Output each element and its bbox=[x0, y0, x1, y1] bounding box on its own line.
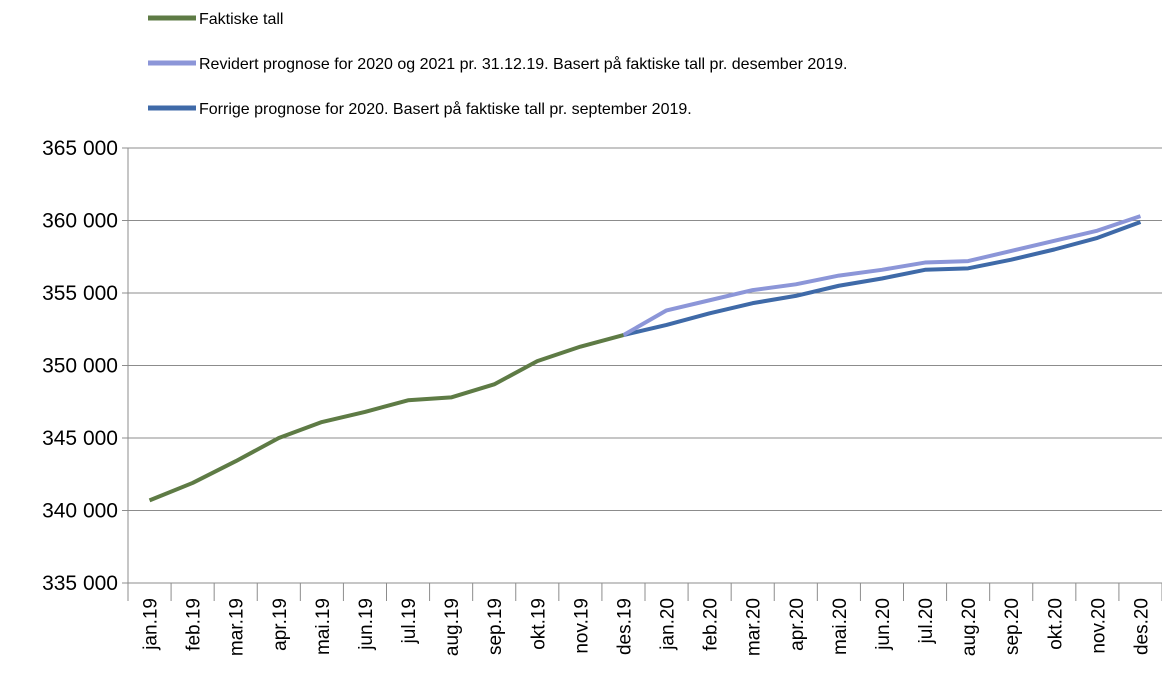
series-line bbox=[148, 333, 624, 503]
legend-label: Faktiske tall bbox=[199, 11, 283, 28]
x-tick-label: nov.19 bbox=[571, 598, 592, 654]
y-tick-label: 340 000 bbox=[42, 500, 118, 523]
y-tick-label: 360 000 bbox=[42, 210, 118, 233]
x-tick-label: okt.20 bbox=[1045, 598, 1066, 650]
legend-label: Revidert prognose for 2020 og 2021 pr. 3… bbox=[199, 55, 847, 73]
x-tick-label: des.20 bbox=[1131, 598, 1152, 655]
x-tick-label: jul.20 bbox=[916, 598, 937, 644]
x-tick-label: aug.19 bbox=[442, 598, 463, 656]
y-tick-label: 355 000 bbox=[42, 282, 118, 305]
y-tick-label: 365 000 bbox=[42, 137, 118, 160]
x-tick-label: jan.20 bbox=[658, 598, 679, 651]
x-tick-label: apr.19 bbox=[270, 598, 291, 651]
x-tick-label: mai.19 bbox=[313, 598, 334, 655]
series-line bbox=[622, 220, 1142, 337]
x-tick-label: apr.20 bbox=[787, 598, 808, 651]
x-tick-label: mar.19 bbox=[227, 598, 248, 656]
x-tick-label: mar.20 bbox=[744, 598, 765, 656]
x-tick-label: jan.19 bbox=[141, 598, 162, 651]
y-tick-label: 350 000 bbox=[42, 355, 118, 378]
y-tick-label: 345 000 bbox=[42, 427, 118, 450]
y-tick-label: 335 000 bbox=[42, 572, 118, 595]
series-line bbox=[622, 214, 1142, 337]
legend-label: Forrige prognose for 2020. Basert på fak… bbox=[199, 100, 692, 118]
x-tick-label: aug.20 bbox=[959, 598, 980, 656]
x-tick-label: des.19 bbox=[614, 598, 635, 655]
x-tick-label: jun.19 bbox=[356, 598, 377, 651]
x-tick-label: nov.20 bbox=[1088, 598, 1109, 654]
x-tick-label: mai.20 bbox=[830, 598, 851, 655]
x-tick-label: sep.20 bbox=[1002, 598, 1023, 655]
x-tick-label: sep.19 bbox=[485, 598, 506, 655]
x-tick-label: feb.19 bbox=[184, 598, 205, 651]
x-tick-label: feb.20 bbox=[701, 598, 722, 651]
x-tick-label: jul.19 bbox=[399, 598, 420, 644]
x-tick-label: okt.19 bbox=[528, 598, 549, 650]
x-tick-label: jun.20 bbox=[873, 598, 894, 651]
